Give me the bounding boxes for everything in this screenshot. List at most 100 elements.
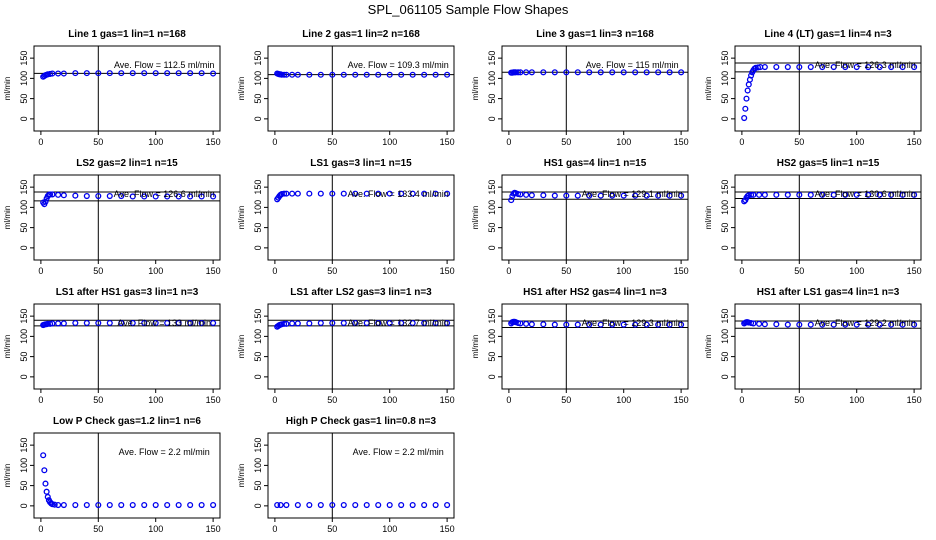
data-point bbox=[363, 319, 370, 327]
x-tick-label: 150 bbox=[674, 395, 689, 405]
panel-title: HS1 after HS2 gas=4 lin=1 n=3 bbox=[523, 287, 667, 298]
y-tick-label: 150 bbox=[720, 180, 730, 195]
data-point bbox=[842, 191, 849, 198]
data-point bbox=[41, 467, 48, 474]
data-point bbox=[655, 69, 662, 76]
data-point bbox=[129, 501, 136, 509]
data-point bbox=[409, 71, 416, 78]
panel-1: Line 1 gas=1 lin=1 n=168 0 50 100 150 0 50 100 1… bbox=[3, 29, 221, 147]
y-tick-label: 150 bbox=[487, 51, 497, 66]
data-point bbox=[95, 192, 102, 200]
data-point bbox=[164, 501, 171, 509]
y-tick-label: 100 bbox=[487, 200, 497, 215]
data-point bbox=[283, 71, 290, 78]
data-point bbox=[210, 70, 217, 77]
x-tick-label: 100 bbox=[148, 137, 163, 147]
y-axis-label: ml/min bbox=[237, 464, 246, 488]
page-title: SPL_061105 Sample Flow Shapes bbox=[367, 2, 569, 17]
data-point bbox=[306, 71, 313, 78]
data-point bbox=[306, 501, 313, 509]
x-tick-label: 0 bbox=[739, 395, 744, 405]
panel-9: LS1 after HS1 gas=3 lin=1 n=3 0 50 100 150 0 5… bbox=[3, 287, 221, 405]
panel-title: Line 1 gas=1 lin=1 n=168 bbox=[68, 29, 186, 40]
data-point bbox=[678, 192, 685, 199]
data-point bbox=[141, 501, 148, 509]
data-point bbox=[152, 193, 159, 200]
data-point bbox=[742, 105, 749, 112]
data-point bbox=[586, 192, 593, 199]
plot-frame bbox=[501, 303, 689, 390]
data-point bbox=[210, 193, 217, 200]
y-axis-label: ml/min bbox=[471, 77, 480, 101]
ave-flow-annotation: Ave. Flow = 109.3 ml/min bbox=[348, 60, 449, 70]
x-tick-label: 50 bbox=[794, 266, 804, 276]
data-point bbox=[540, 69, 547, 76]
data-point bbox=[819, 321, 826, 328]
panel-title: Line 4 (LT) gas=1 lin=4 n=3 bbox=[764, 29, 892, 40]
data-point bbox=[306, 190, 313, 197]
y-tick-label: 0 bbox=[19, 374, 29, 379]
data-point bbox=[748, 72, 755, 79]
y-tick-label: 0 bbox=[19, 503, 29, 508]
data-point bbox=[609, 69, 616, 76]
data-point bbox=[597, 321, 604, 328]
x-tick-label: 0 bbox=[272, 524, 277, 534]
data-point bbox=[386, 319, 393, 327]
x-tick-label: 100 bbox=[382, 524, 397, 534]
data-point bbox=[444, 501, 451, 509]
x-tick-label: 50 bbox=[327, 266, 337, 276]
data-point bbox=[853, 63, 860, 71]
data-point bbox=[363, 71, 370, 78]
data-point bbox=[118, 70, 125, 77]
data-point bbox=[899, 321, 906, 328]
y-tick-label: 50 bbox=[720, 94, 730, 104]
x-tick-label: 150 bbox=[206, 137, 221, 147]
data-point bbox=[678, 69, 685, 76]
data-point bbox=[141, 70, 148, 77]
data-point bbox=[329, 501, 336, 509]
y-tick-label: 100 bbox=[487, 71, 497, 86]
data-point bbox=[750, 191, 757, 198]
data-point bbox=[329, 190, 336, 197]
data-point bbox=[49, 70, 56, 77]
data-point bbox=[352, 319, 359, 327]
data-point bbox=[796, 191, 803, 198]
data-point bbox=[876, 191, 883, 198]
data-point bbox=[398, 190, 405, 197]
x-tick-label: 100 bbox=[616, 395, 631, 405]
y-tick-label: 50 bbox=[19, 352, 29, 362]
y-tick-label: 150 bbox=[720, 51, 730, 66]
y-tick-label: 150 bbox=[19, 309, 29, 324]
data-point bbox=[632, 192, 639, 199]
data-point bbox=[643, 69, 650, 76]
data-point bbox=[106, 192, 113, 200]
y-tick-label: 150 bbox=[253, 309, 263, 324]
data-point bbox=[761, 63, 768, 71]
data-point bbox=[152, 70, 159, 77]
x-tick-label: 150 bbox=[907, 395, 922, 405]
data-point bbox=[49, 320, 56, 327]
plot-frame bbox=[501, 174, 689, 261]
data-point bbox=[83, 501, 90, 509]
data-point bbox=[853, 321, 860, 328]
y-tick-label: 100 bbox=[487, 329, 497, 344]
x-tick-label: 100 bbox=[616, 266, 631, 276]
data-point bbox=[375, 190, 382, 197]
y-tick-label: 50 bbox=[487, 223, 497, 233]
data-point bbox=[551, 192, 558, 199]
data-point bbox=[620, 192, 627, 199]
data-point bbox=[329, 319, 336, 327]
data-point bbox=[773, 63, 780, 71]
plot-frame bbox=[734, 174, 922, 261]
panel-8: HS2 gas=5 lin=1 n=15 0 50 100 150 0 50 100 150 ml… bbox=[704, 158, 922, 276]
x-tick-label: 100 bbox=[849, 266, 864, 276]
ave-flow-annotation: Ave. Flow = 130.6 ml/min bbox=[815, 189, 916, 199]
data-point bbox=[744, 87, 751, 94]
data-point bbox=[60, 192, 67, 199]
data-point bbox=[655, 321, 662, 328]
x-tick-label: 150 bbox=[440, 137, 455, 147]
x-tick-label: 0 bbox=[739, 137, 744, 147]
data-point bbox=[865, 191, 872, 198]
x-tick-label: 50 bbox=[93, 266, 103, 276]
